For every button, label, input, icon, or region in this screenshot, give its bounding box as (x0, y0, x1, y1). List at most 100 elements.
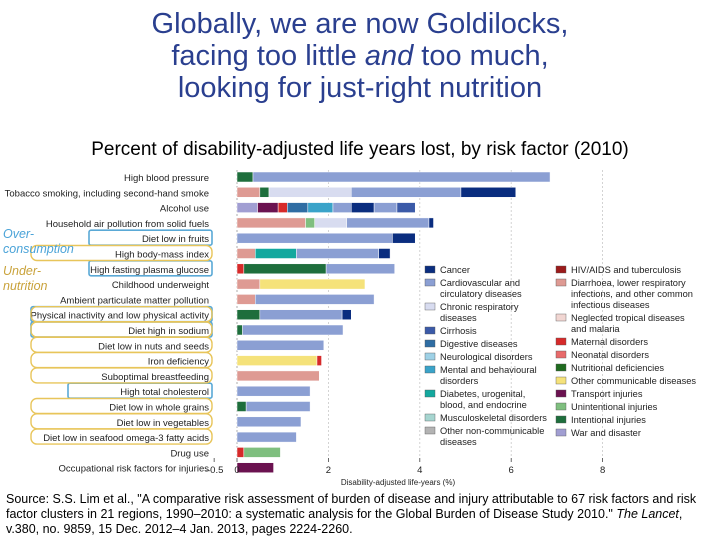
category-label: Ambient particulate matter pollution (60, 295, 209, 306)
title-line-1: Globally, we are now Goldilocks, (151, 8, 569, 40)
legend-label: Diarrhoea, lower respiratory (571, 278, 686, 288)
chart-subtitle: Percent of disability-adjusted life year… (91, 139, 629, 160)
bar-segment (252, 171, 551, 183)
legend-swatch (555, 265, 567, 274)
x-tick-label: 6 (509, 465, 514, 476)
bar-segment (236, 202, 258, 213)
legend-label: Neurological disorders (440, 352, 533, 362)
bar-segment (255, 294, 375, 305)
legend-label: Unintentional injuries (571, 402, 658, 412)
category-label: High body-mass index (115, 250, 209, 261)
x-tick-label: –0.5 (205, 465, 224, 476)
category-label: Occupational risk factors for injuries (59, 464, 210, 475)
bar-segment (236, 278, 261, 290)
bar-segment (392, 232, 416, 244)
bar-segment (351, 187, 462, 198)
bar-segment (341, 309, 352, 320)
bar-segment (396, 202, 416, 213)
category-label: High fasting plasma glucose (90, 265, 209, 276)
x-tick-label: 2 (326, 465, 331, 476)
bar-segment (236, 370, 320, 382)
legend-swatch (424, 389, 436, 398)
legend-label: Digestive diseases (440, 339, 518, 349)
legend-swatch (424, 339, 436, 348)
bar-segment (236, 416, 302, 428)
legend-label: Cardiovascular and (440, 278, 520, 288)
slide-title: Globally, we are now Goldilocks, facing … (0, 8, 720, 104)
bar-segment (257, 202, 279, 213)
category-label: Drug use (170, 448, 209, 459)
overconsumption-label: Over-consumption (3, 227, 74, 256)
bar-segment (236, 232, 393, 244)
bar-segment (236, 263, 245, 275)
legend-label: Cirrhosis (440, 326, 477, 336)
bar-segment (314, 217, 347, 229)
journal-name: The Lancet (616, 507, 679, 521)
legend-label: Mental and behavioural (440, 365, 537, 375)
bar-segment (236, 401, 247, 412)
source-citation: Source: S.S. Lim et al., "A comparative … (6, 492, 697, 536)
legend-swatch (424, 413, 436, 422)
legend-swatch (555, 278, 567, 287)
bar-segment (243, 447, 281, 458)
category-label: Diet low in fruits (142, 234, 209, 245)
legend-label: Other communicable diseases (571, 376, 696, 386)
bar-segment (236, 248, 256, 259)
legend-swatch (555, 363, 567, 372)
category-label: Physical inactivity and low physical act… (31, 311, 210, 322)
bar-segment (242, 324, 344, 336)
bar-segment (236, 187, 261, 198)
legend-swatch (555, 337, 567, 346)
legend-swatch (424, 426, 436, 435)
bar-segment (268, 187, 352, 198)
bar-segment (255, 248, 297, 259)
x-tick-label: 0 (234, 465, 239, 476)
bar-segment (236, 462, 274, 473)
bar-segment (236, 447, 245, 458)
risk-factor-chart: High blood pressure Tobacco smoking, incl… (5, 170, 696, 487)
legend-swatch (555, 350, 567, 359)
legend-swatch (555, 313, 567, 322)
bar-segment (236, 217, 306, 229)
legend-label: Cancer (440, 265, 470, 275)
bar-segment (332, 202, 352, 213)
legend-label: circulatory diseases (440, 289, 522, 299)
category-label: Diet low in vegetables (117, 418, 210, 429)
legend-swatch (424, 278, 436, 287)
bar-segment (305, 217, 315, 229)
bar-segment (259, 309, 343, 320)
legend-label: and malaria (571, 324, 620, 334)
category-label: Diet high in sodium (128, 326, 209, 337)
legend-swatch (424, 352, 436, 361)
bar-segment (236, 309, 261, 320)
bar-segment (236, 324, 243, 336)
category-label: Childhood underweight (112, 280, 210, 291)
bar-segment (243, 263, 327, 275)
bar-segment (236, 294, 256, 305)
overconsumption-box (30, 428, 213, 445)
bar-segment (259, 187, 270, 198)
legend-label: Transport injuries (571, 389, 643, 399)
legend-label: Neglected tropical diseases (571, 313, 685, 323)
bar-segment (351, 202, 375, 213)
legend-label: Diabetes, urogenital, (440, 389, 525, 399)
legend-label: Maternal disorders (571, 337, 648, 347)
bar-segment (316, 355, 322, 366)
category-label: Diet low in seafood omega-3 fatty acids (43, 433, 209, 444)
bar-segment (236, 385, 311, 397)
bar-segment (245, 401, 311, 412)
legend-label: HIV/AIDS and tuberculosis (571, 265, 681, 275)
legend-label: War and disaster (571, 428, 641, 438)
title-line-2: facing too little and too much, (171, 40, 549, 72)
overconsumption-box (30, 367, 213, 384)
legend-label: diseases (440, 437, 477, 447)
legend-swatch (424, 326, 436, 335)
legend-swatch (424, 302, 436, 311)
x-tick-label: 4 (417, 465, 422, 476)
bar-segment (460, 187, 517, 198)
bar-segment (346, 217, 430, 229)
overconsumption-box (30, 244, 213, 262)
bar-segment (236, 431, 297, 443)
legend-label: Musculoskeletal disorders (440, 413, 547, 423)
legend-swatch (555, 389, 567, 398)
